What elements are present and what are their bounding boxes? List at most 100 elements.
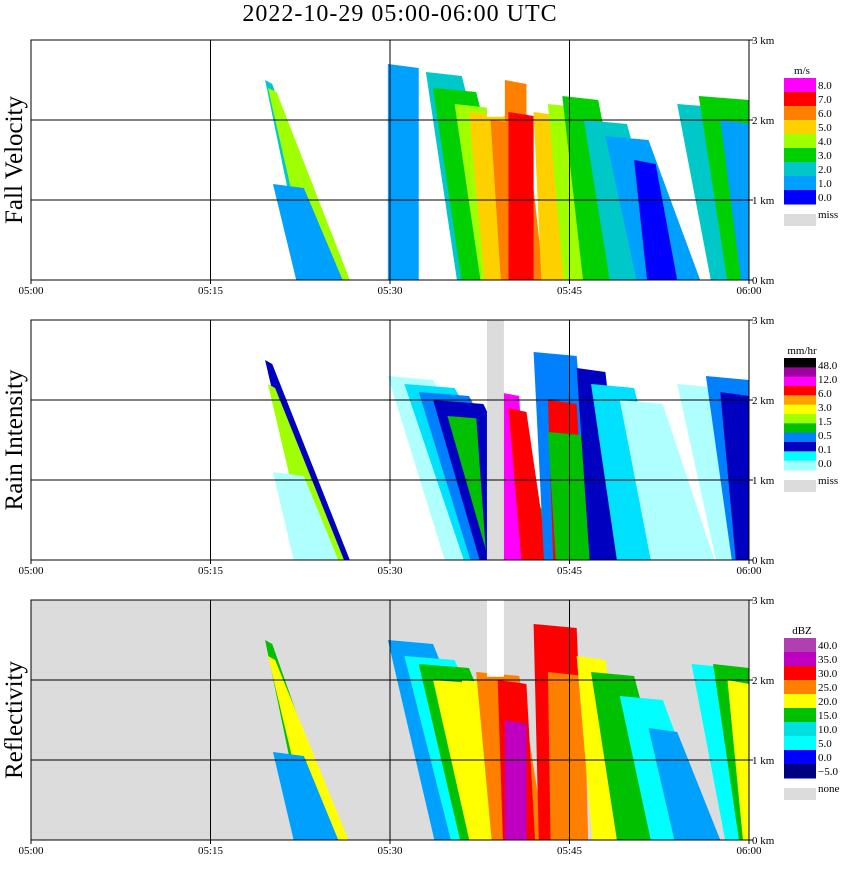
rain-intensity-xtick-label: 05:00 [18,565,44,577]
fall-velocity-xtick-label: 05:45 [557,285,583,297]
fall-velocity-legend-swatch [784,148,816,163]
rain-intensity-legend-swatch [784,376,816,387]
rain-intensity-legend-swatch [784,460,816,471]
fall-velocity-ytick-label: 1 km [752,195,775,207]
rain-intensity-missing-stripe [486,320,504,560]
rain-intensity-ytick-label: 1 km [752,475,775,487]
fall-velocity-legend-swatch [784,176,816,191]
fall-velocity-ylabel: Fall Velocity [1,96,28,225]
rain-intensity-legend-swatch [784,395,816,406]
rain-intensity-legend-label: 0.1 [818,444,832,456]
fall-velocity-xtick-label: 06:00 [736,285,762,297]
reflectivity-legend: dBZ 40.0 35.0 30.0 25.0 20.0 15.0 10.0 5.0 0.0 −5.… [784,625,840,800]
fall-velocity-legend-swatch [784,106,816,121]
reflectivity-echo-cell [272,752,339,840]
reflectivity-legend-label: 0.0 [818,752,832,764]
fall-velocity-legend-label: 7.0 [818,94,832,106]
reflectivity-legend-label: 20.0 [818,696,838,708]
rain-intensity-legend-label: 0.5 [818,430,832,442]
fall-velocity-legend-label: 1.0 [818,178,832,190]
rain-intensity-xtick-label: 06:00 [736,565,762,577]
reflectivity-legend-swatch [784,722,816,737]
fall-velocity-legend-label: 3.0 [818,150,832,162]
fall-velocity-echo-cell [508,112,534,280]
fall-velocity-ytick-label: 0 km [752,275,775,287]
reflectivity-legend-swatch [784,680,816,695]
reflectivity-legend-swatch [784,736,816,751]
reflectivity-ytick-label: 3 km [752,595,775,607]
fall-velocity-xtick-label: 05:15 [198,285,224,297]
reflectivity-echo-cell [648,728,721,840]
fall-velocity-legend-label: 2.0 [818,164,832,176]
reflectivity-legend-swatch [784,764,816,779]
rain-intensity-legend-swatch [784,404,816,415]
fall-velocity-legend-label: 8.0 [818,80,832,92]
reflectivity-legend-missing-label: none [818,783,840,795]
reflectivity-ylabel: Reflectivity [1,660,28,779]
rain-intensity-legend-swatch [784,451,816,462]
reflectivity-legend-swatch [784,694,816,709]
rain-intensity-legend-label: 6.0 [818,388,832,400]
reflectivity-ytick-label: 2 km [752,675,775,687]
rain-intensity-echo-cell [508,408,548,560]
rain-intensity-legend-swatch [784,414,816,424]
fall-velocity-legend-label: 0.0 [818,192,832,204]
fall-velocity-legend-label: 5.0 [818,122,832,134]
reflectivity-xtick-label: 05:15 [198,845,224,857]
rain-intensity-echo-cell [272,472,339,560]
fall-velocity-ytick-label: 3 km [752,35,775,47]
fall-velocity-legend-swatch [784,78,816,93]
rain-intensity-xtick-label: 05:45 [557,565,583,577]
rain-intensity-ylabel: Rain Intensity [1,369,28,510]
reflectivity-legend-swatch [784,750,816,765]
rain-intensity-panel: Rain Intensity 0 km 1 km 2 km 3 km 05:00 05:15… [1,315,838,577]
reflectivity-legend-swatch [784,666,816,681]
fall-velocity-echoes [265,40,749,280]
reflectivity-echoes [265,600,749,840]
reflectivity-legend-label: 30.0 [818,668,838,680]
rain-intensity-ytick-label: 0 km [752,555,775,567]
chart-title: 2022-10-29 05:00-06:00 UTC [242,1,558,27]
reflectivity-legend-swatch [784,708,816,723]
reflectivity-legend-swatch [784,638,816,653]
rain-intensity-legend-label: 0.0 [818,458,832,470]
reflectivity-xtick-label: 05:00 [18,845,44,857]
fall-velocity-echo-cell [272,184,343,280]
fall-velocity-legend-swatch [784,134,816,149]
reflectivity-legend-label: 35.0 [818,654,838,666]
rain-intensity-legend-swatch [784,358,816,368]
reflectivity-legend-missing-swatch [784,788,816,800]
rain-intensity-echo-cell [265,360,350,560]
reflectivity-ytick-label: 0 km [752,835,775,847]
rain-intensity-legend-swatch [784,432,816,443]
fall-velocity-legend-label: 4.0 [818,136,832,148]
rain-intensity-ytick-label: 2 km [752,395,775,407]
rain-intensity-echo-cell [267,384,345,560]
fall-velocity-missing-stripe [486,40,504,117]
fall-velocity-legend-missing-swatch [784,214,816,226]
rain-intensity-xtick-label: 05:30 [377,565,403,577]
reflectivity-legend-swatch [784,652,816,667]
reflectivity-legend-label: −5.0 [818,766,838,778]
reflectivity-ytick-label: 1 km [752,755,775,767]
rain-intensity-ytick-label: 3 km [752,315,775,327]
rain-intensity-echo-cell [720,392,749,560]
rain-intensity-xtick-label: 05:15 [198,565,224,577]
fall-velocity-legend-swatch [784,92,816,107]
fall-velocity-legend-missing-label: miss [818,209,838,221]
fall-velocity-legend-unit: m/s [794,65,810,77]
reflectivity-legend-label: 15.0 [818,710,838,722]
rain-intensity-legend-unit: mm/hr [787,345,817,357]
reflectivity-xtick-label: 05:30 [377,845,403,857]
reflectivity-legend-label: 25.0 [818,682,838,694]
reflectivity-legend-label: 40.0 [818,640,838,652]
reflectivity-legend-label: 10.0 [818,724,838,736]
reflectivity-legend-unit: dBZ [792,625,812,637]
reflectivity-xtick-label: 06:00 [736,845,762,857]
fall-velocity-ytick-label: 2 km [752,115,775,127]
rain-intensity-echoes [265,320,749,560]
fall-velocity-echo-cell [387,64,419,280]
rain-intensity-legend-swatch [784,423,816,434]
fall-velocity-legend-swatch [784,162,816,177]
